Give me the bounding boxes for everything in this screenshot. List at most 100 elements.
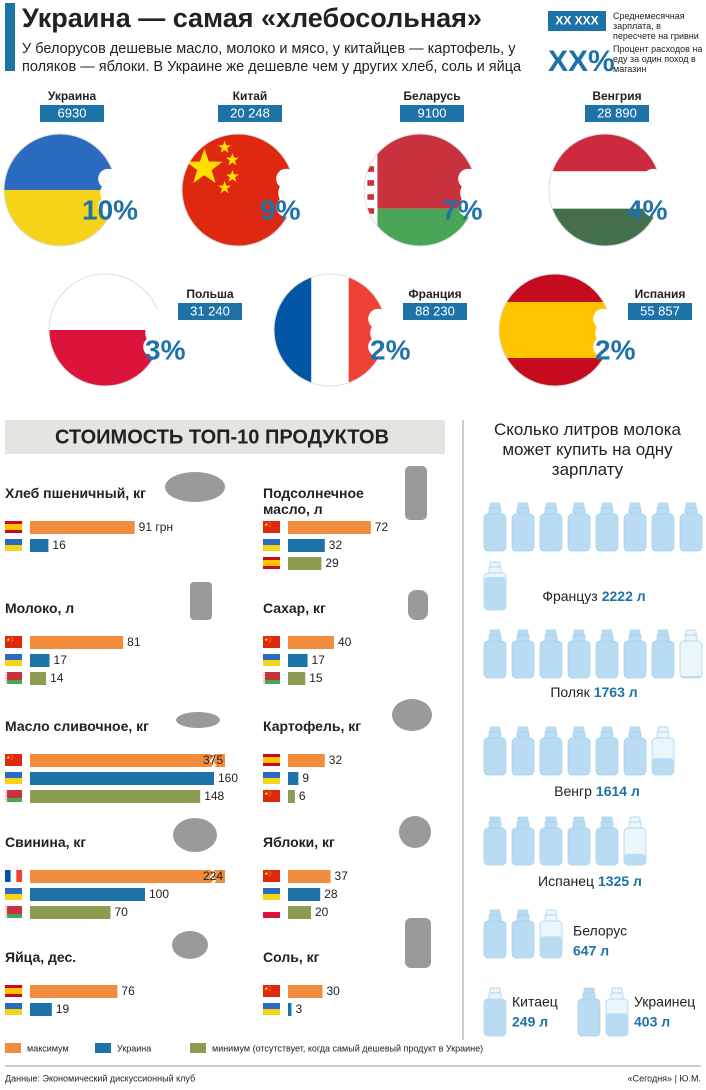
flag-part [263,888,280,894]
bottle-cap [517,726,529,733]
bottle-cap [685,629,697,636]
flag-star [268,870,271,873]
value-label: 375 [203,753,223,767]
value-label: 20 [315,905,329,919]
title: Украина — самая «хлебосольная» [22,3,482,33]
flag-part [367,180,375,186]
bottle-cap [573,726,585,733]
bottles [483,987,507,1037]
icon [172,931,208,959]
milk-label: Француз 2222 л [542,588,645,604]
product-name: Подсолнечное масло, л [263,485,364,517]
product-name: Яйца, дес. [5,949,77,965]
flag-star [264,522,269,527]
bottle-body [651,640,675,679]
flag-part [263,566,280,569]
bottle-cap [517,629,529,636]
flag-part [263,1009,280,1015]
bottle-body [595,640,619,679]
flag-part [367,208,375,214]
bottle-cap [573,816,585,823]
value-label: 6 [299,789,306,803]
flag-star [269,792,272,794]
flag-star [268,790,271,793]
flag-part [5,799,7,801]
bottle-cap [517,816,529,823]
bottle-cap [545,726,557,733]
flag-part [5,672,22,680]
icon [173,818,217,852]
bottle-cap [601,726,613,733]
flag-part [5,791,7,793]
icons [165,466,432,968]
bottle-body [483,513,507,552]
axis-break [209,752,217,769]
bar [30,888,145,901]
flag-part [5,680,22,684]
bottle-cap [611,987,623,994]
flag-star [268,875,271,877]
product-name: Соль, кг [263,949,320,965]
flag-star [269,987,272,989]
flag-part [5,793,7,795]
flag-part [263,521,280,533]
bottle-body [623,513,647,552]
bottle-body [511,920,535,959]
key-sample: ХХ% [548,45,615,78]
flag-part [5,660,22,666]
legend-swatch [5,1043,21,1053]
salary: 88 230 [415,303,455,318]
bottle-body [567,827,591,866]
bottles [577,987,629,1037]
flag-part [5,1003,22,1009]
bar [30,1003,52,1016]
bottles [483,629,703,679]
flag-part [5,772,22,778]
bite [368,308,389,329]
product-name: Картофель, кг [263,718,362,734]
flag-part [263,985,280,997]
bottle-body [483,737,507,776]
flag-part [367,194,375,200]
bottle-cap [489,726,501,733]
value-label: 29 [325,556,339,570]
flag-part [263,660,280,666]
flag-part [499,274,611,302]
legend-label: максимум [27,1043,69,1053]
salary-box [178,303,242,320]
key-text: Процент расходов на еду за один поход в … [613,44,703,74]
flag-star [269,793,272,796]
bottle-cap [629,816,641,823]
country-flag [4,134,116,246]
bottle-body [679,513,703,552]
share: 2% [595,334,636,365]
bottle-fill [606,1013,628,1036]
flag-part [263,675,265,677]
flag-star [6,755,11,760]
flag-star [218,181,231,194]
bottle-fill [540,936,562,958]
bar [288,1003,292,1016]
flag-star [268,521,271,524]
section-header [5,420,445,454]
country-flag [182,134,294,246]
flag-part [274,274,312,386]
milk-value: 403 л [634,1014,670,1030]
bottle-body [567,640,591,679]
value-label: 28 [324,887,338,901]
bottle-cap [685,502,697,509]
icon [190,582,212,620]
flag-part [5,906,8,918]
bottle-cap [489,502,501,509]
flag-star [269,872,272,874]
flag-part [5,673,7,675]
bite [143,336,164,357]
country-name: Украина [48,89,97,103]
flag-part [10,870,17,882]
milk-title: Сколько литров молока может купить на од… [493,420,682,479]
section-title: СТОИМОСТЬ ТОП-10 ПРОДУКТОВ [55,426,389,448]
salary: 31 240 [190,303,230,318]
salary-box [218,105,282,122]
flag-part [263,539,280,545]
bar [288,772,299,785]
